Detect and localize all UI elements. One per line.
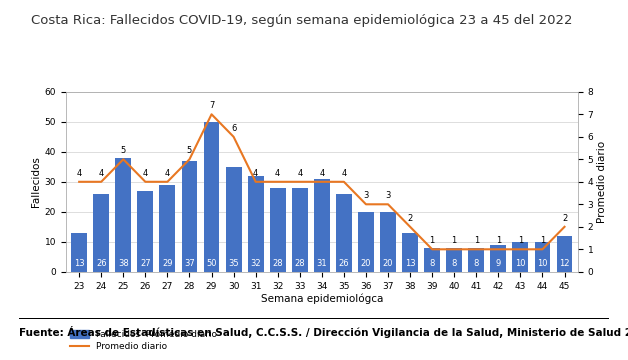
Text: 28: 28 (273, 259, 283, 268)
Text: 2: 2 (562, 214, 567, 223)
Text: 12: 12 (560, 259, 570, 268)
Bar (138, 191, 153, 272)
Bar (512, 242, 528, 272)
Text: 26: 26 (338, 259, 349, 268)
Bar (203, 122, 220, 272)
Y-axis label: Promedio diario: Promedio diario (597, 141, 607, 223)
Text: 32: 32 (251, 259, 261, 268)
Text: 4: 4 (99, 169, 104, 178)
Bar (468, 248, 484, 272)
Text: 13: 13 (74, 259, 85, 268)
Text: 28: 28 (295, 259, 305, 268)
Text: 4: 4 (275, 169, 280, 178)
Text: 4: 4 (143, 169, 148, 178)
Bar (270, 188, 286, 272)
Text: 5: 5 (187, 146, 192, 155)
Text: 4: 4 (253, 169, 258, 178)
Text: 7: 7 (209, 101, 214, 110)
Text: 1: 1 (430, 236, 435, 245)
Text: 26: 26 (96, 259, 107, 268)
Text: 8: 8 (430, 259, 435, 268)
Text: 38: 38 (118, 259, 129, 268)
Bar (71, 233, 87, 272)
Bar (358, 212, 374, 272)
Text: 1: 1 (517, 236, 523, 245)
X-axis label: Semana epidemiológca: Semana epidemiológca (261, 293, 383, 304)
Y-axis label: Fallecidos: Fallecidos (31, 156, 41, 207)
Text: 37: 37 (184, 259, 195, 268)
Text: 6: 6 (231, 124, 236, 133)
Bar (247, 176, 264, 272)
Text: Costa Rica: Fallecidos COVID-19, según semana epidemiológica 23 a 45 del 2022: Costa Rica: Fallecidos COVID-19, según s… (31, 14, 573, 27)
Text: 20: 20 (360, 259, 371, 268)
Text: 35: 35 (229, 259, 239, 268)
Text: 29: 29 (162, 259, 173, 268)
Text: 10: 10 (537, 259, 548, 268)
Text: 27: 27 (140, 259, 151, 268)
Text: 4: 4 (341, 169, 347, 178)
Legend: Fallecidos  Promedio diario, Promedio diario: Fallecidos Promedio diario, Promedio dia… (70, 330, 217, 351)
Bar (314, 179, 330, 272)
Text: 31: 31 (317, 259, 327, 268)
Bar (556, 236, 573, 272)
Bar (534, 242, 550, 272)
Bar (425, 248, 440, 272)
Text: 8: 8 (474, 259, 479, 268)
Text: 1: 1 (495, 236, 501, 245)
Text: 1: 1 (474, 236, 479, 245)
Text: 3: 3 (363, 191, 369, 200)
Text: 9: 9 (495, 259, 501, 268)
Text: 13: 13 (405, 259, 415, 268)
Text: 50: 50 (206, 259, 217, 268)
Bar (225, 167, 242, 272)
Text: 2: 2 (408, 214, 413, 223)
Bar (94, 194, 109, 272)
Bar (490, 245, 506, 272)
Text: 5: 5 (121, 146, 126, 155)
Bar (292, 188, 308, 272)
Text: 4: 4 (77, 169, 82, 178)
Text: 1: 1 (452, 236, 457, 245)
Bar (447, 248, 462, 272)
Text: 8: 8 (452, 259, 457, 268)
Text: 4: 4 (165, 169, 170, 178)
Text: 4: 4 (319, 169, 325, 178)
Bar (380, 212, 396, 272)
Text: 20: 20 (383, 259, 393, 268)
Text: 4: 4 (297, 169, 303, 178)
Bar (336, 194, 352, 272)
Text: 3: 3 (386, 191, 391, 200)
Text: Fuente: Áreas de Estadísticas en Salud, C.C.S.S. / Dirección Vigilancia de la Sa: Fuente: Áreas de Estadísticas en Salud, … (19, 326, 628, 338)
Bar (116, 158, 131, 272)
Bar (402, 233, 418, 272)
Text: 1: 1 (540, 236, 545, 245)
Bar (160, 185, 175, 272)
Bar (181, 161, 197, 272)
Text: 10: 10 (515, 259, 526, 268)
